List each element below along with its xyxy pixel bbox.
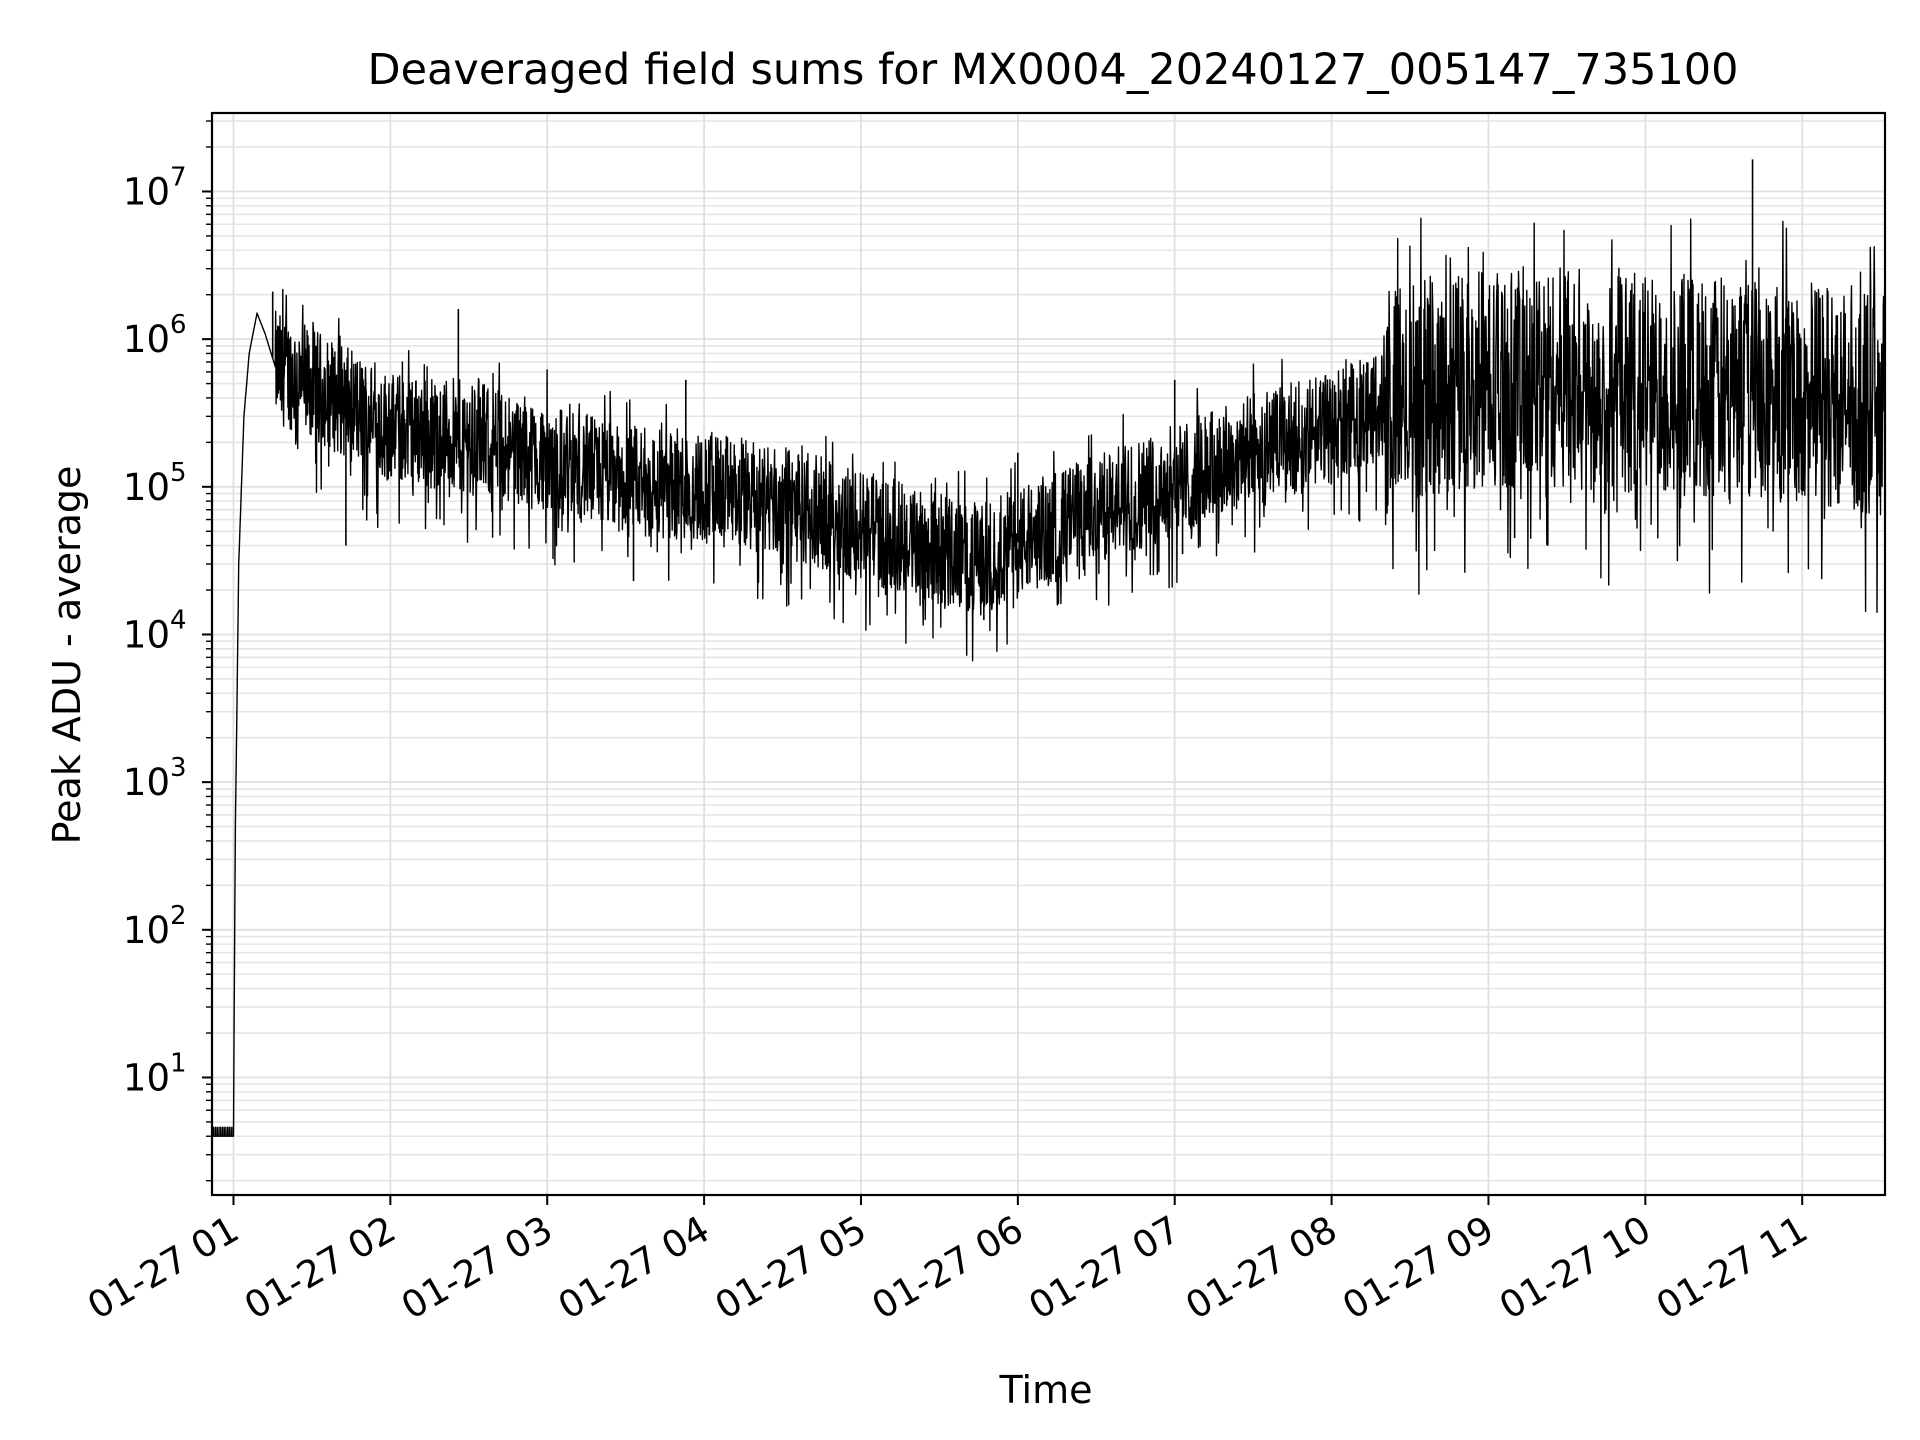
y-tick-base: 10 bbox=[123, 909, 170, 952]
y-tick-exponent: 7 bbox=[170, 162, 187, 192]
y-tick-label: 10 bbox=[123, 466, 170, 509]
y-tick-exponent: 4 bbox=[170, 605, 187, 635]
y-tick-exponent: 6 bbox=[170, 310, 187, 340]
y-tick-label: 10 bbox=[123, 1056, 170, 1099]
y-tick-label: 10 bbox=[123, 613, 170, 656]
major-gridlines bbox=[212, 113, 1885, 1195]
y-tick-base: 10 bbox=[123, 1056, 170, 1099]
y-tick-base: 10 bbox=[123, 466, 170, 509]
y-tick-base: 10 bbox=[123, 761, 170, 804]
y-tick-base: 10 bbox=[123, 613, 170, 656]
y-tick-label: 10 bbox=[123, 170, 170, 213]
y-tick-label: 10 bbox=[123, 761, 170, 804]
y-tick-label: 10 bbox=[123, 909, 170, 952]
x-axis-label: Time bbox=[999, 1368, 1093, 1412]
minor-gridlines bbox=[212, 120, 1885, 1182]
y-tick-base: 10 bbox=[123, 170, 170, 213]
y-tick-exponent: 2 bbox=[170, 901, 187, 931]
y-tick-base: 10 bbox=[123, 318, 170, 361]
y-tick-exponent: 1 bbox=[170, 1048, 187, 1078]
y-tick-label: 10 bbox=[123, 318, 170, 361]
y-tick-exponent: 3 bbox=[170, 753, 187, 783]
plot-frame bbox=[210, 111, 1887, 1197]
y-tick-exponent: 5 bbox=[170, 458, 187, 488]
y-axis-label: Peak ADU - average bbox=[45, 466, 89, 845]
series-layer bbox=[211, 159, 1886, 1137]
chart-title: Deaveraged field sums for MX0004_2024012… bbox=[367, 45, 1738, 95]
series-line bbox=[211, 217, 1886, 1137]
